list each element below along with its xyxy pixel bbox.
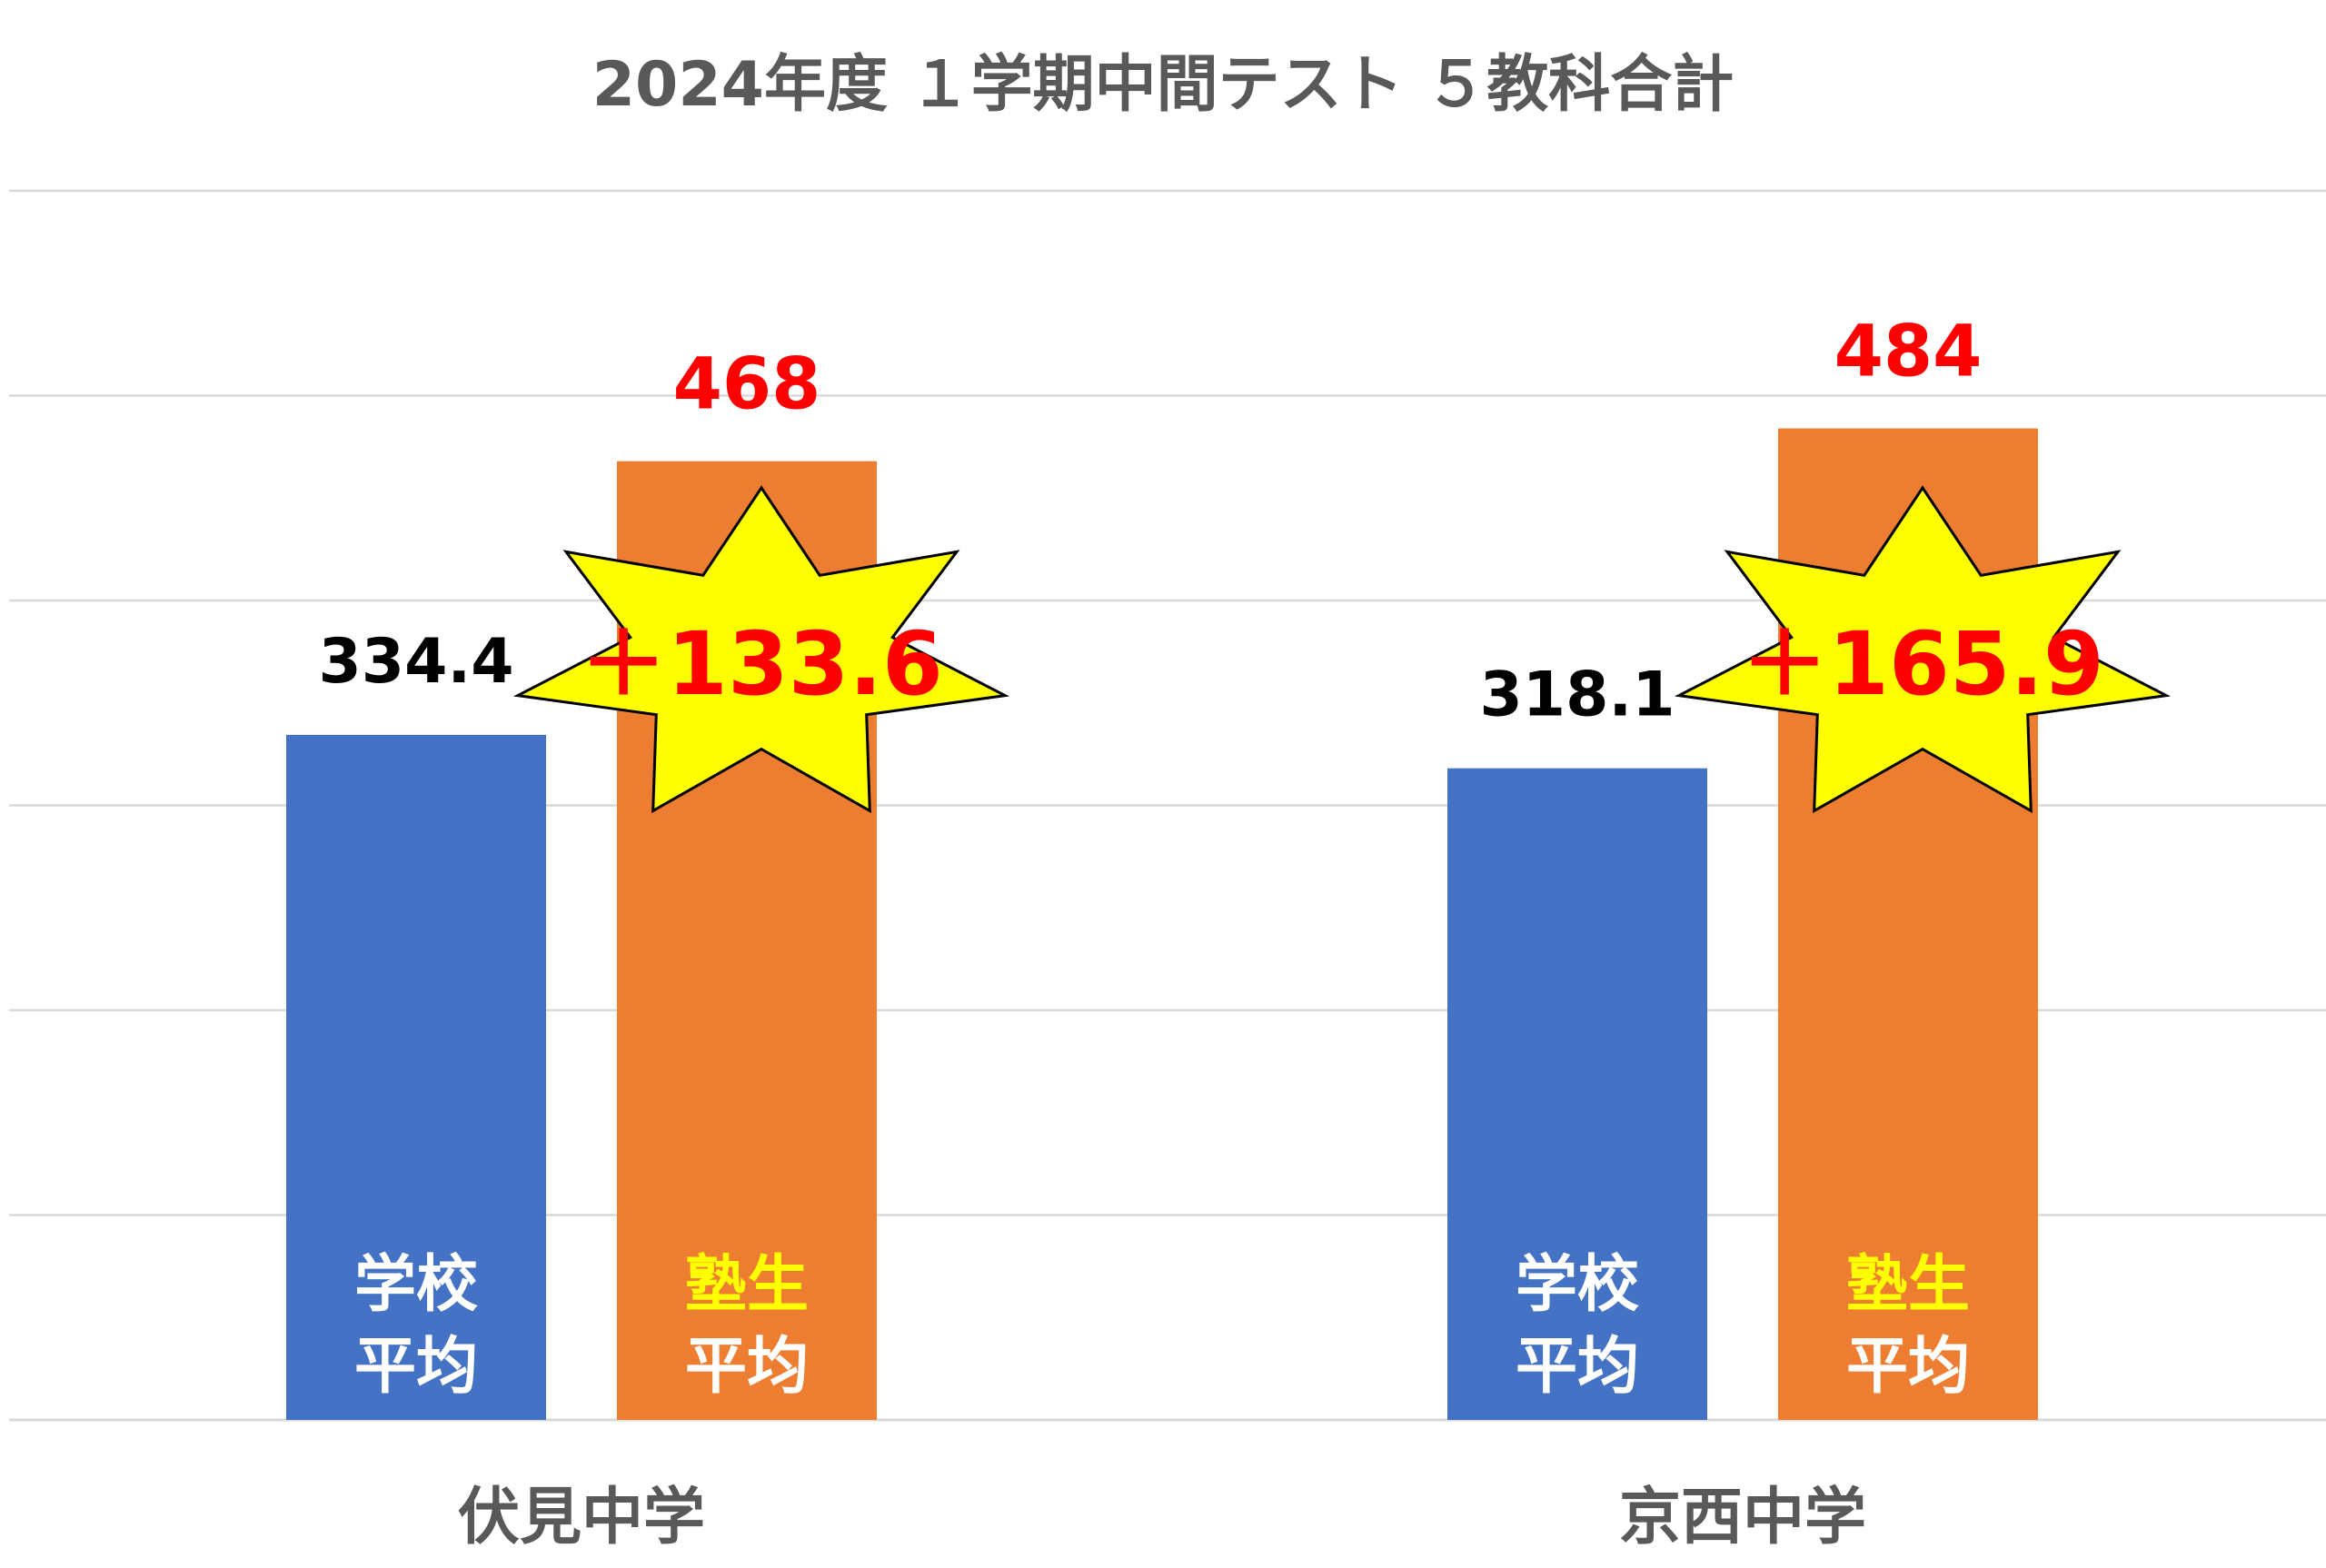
difference-label: ＋165.9 (1741, 613, 2104, 715)
data-label: 318.1 (1479, 660, 1675, 731)
bar-label-line1: 塾生 (1846, 1249, 1970, 1321)
chart-title: 2024年度 １学期中間テスト ５教科合計 (592, 49, 1735, 121)
data-label: 468 (673, 344, 821, 426)
bar-school-2 (1447, 768, 1707, 1420)
category-label: 伏見中学 (458, 1482, 705, 1553)
bar-label-line2: 平均 (354, 1331, 478, 1403)
bar-label-line2: 平均 (1846, 1331, 1970, 1403)
data-label: 334.4 (318, 626, 513, 698)
difference-label: ＋133.6 (580, 613, 943, 715)
bar-school-1 (286, 734, 546, 1420)
category-label: 京西中学 (1619, 1482, 1866, 1553)
difference-badge (513, 485, 1009, 814)
bar-label-line1: 塾生 (685, 1249, 809, 1321)
bar-label-line2: 平均 (1516, 1331, 1639, 1403)
bar-label-line2: 平均 (685, 1331, 809, 1403)
bar-label-line1: 学校 (354, 1249, 478, 1321)
data-label: 484 (1834, 312, 1983, 393)
bar-label-line1: 学校 (1516, 1249, 1639, 1321)
difference-badge (1675, 485, 2171, 814)
